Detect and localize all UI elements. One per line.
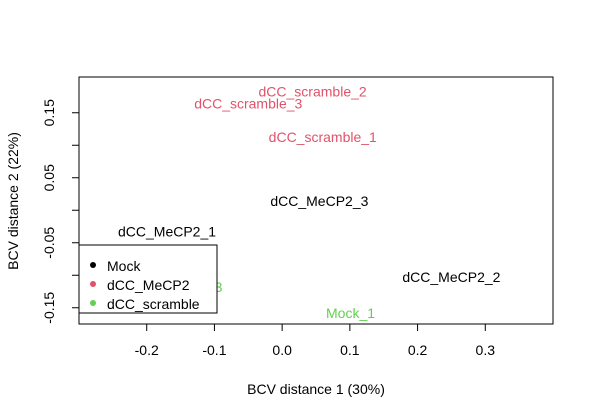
point-label: dCC_MeCP2_3 <box>270 193 368 209</box>
x-tick-label: 0.1 <box>340 342 360 358</box>
point-label: dCC_scramble_2 <box>259 83 367 99</box>
x-tick-label: -0.2 <box>135 342 159 358</box>
legend-label: Mock <box>107 258 141 274</box>
y-tick-label: -0.15 <box>41 292 57 324</box>
point-label: dCC_scramble_3 <box>194 96 302 112</box>
legend-label: dCC_scramble <box>107 296 200 312</box>
x-tick-label: 0.3 <box>476 342 496 358</box>
x-tick-label: 0.2 <box>408 342 428 358</box>
y-axis-label: BCV distance 2 (22%) <box>5 132 21 270</box>
point-label: 3 <box>215 279 223 295</box>
y-tick-label: 0.05 <box>41 164 57 191</box>
x-tick-label: 0.0 <box>272 342 292 358</box>
x-tick-label: -0.1 <box>202 342 226 358</box>
legend-marker <box>90 281 96 287</box>
point-label: dCC_MeCP2_1 <box>118 224 216 240</box>
legend-marker <box>90 262 96 268</box>
x-axis-label: BCV distance 1 (30%) <box>247 381 385 397</box>
legend-label: dCC_MeCP2 <box>107 277 190 293</box>
legend-marker <box>90 300 96 306</box>
point-label: Mock_1 <box>326 305 375 321</box>
y-tick-label: -0.05 <box>41 227 57 259</box>
point-label: dCC_MeCP2_2 <box>402 269 500 285</box>
point-label: dCC_scramble_1 <box>269 129 377 145</box>
plot-frame <box>78 76 554 325</box>
y-tick-label: 0.15 <box>41 99 57 126</box>
